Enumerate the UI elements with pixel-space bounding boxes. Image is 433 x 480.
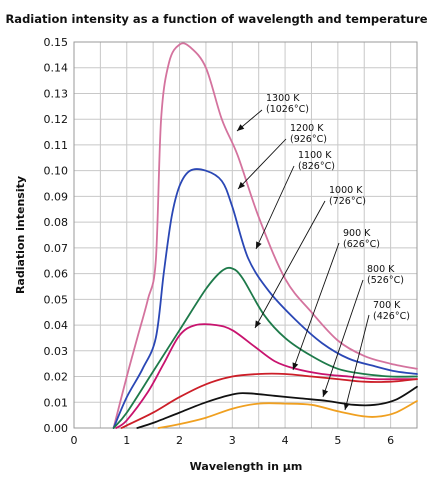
arrowhead-icon: [343, 402, 350, 410]
y-tick-label: 0.04: [44, 319, 69, 332]
y-tick-label: 0.13: [44, 87, 69, 100]
annotation-arrow: [237, 138, 287, 190]
annotation-celsius: (726°C): [329, 196, 366, 207]
annotation-celsius: (826°C): [298, 161, 335, 172]
y-tick-label: 0.08: [44, 216, 69, 229]
y-tick-label: 0.03: [44, 345, 69, 358]
annotation-celsius: (526°C): [367, 275, 404, 286]
annotation-celsius: (626°C): [343, 239, 380, 250]
annotation-temperature: 1200 K: [290, 123, 324, 134]
y-tick-label: 0.10: [44, 165, 69, 178]
y-axis-label: Radiation intensity: [14, 176, 27, 294]
series-line-5: [136, 385, 418, 429]
x-tick-label: 4: [282, 434, 289, 447]
annotation-temperature: 1300 K: [266, 93, 300, 104]
y-tick-label: 0.09: [44, 190, 69, 203]
arrowhead-icon: [238, 181, 246, 189]
annotation-temperature: 1100 K: [298, 150, 332, 161]
arrowhead-icon: [292, 362, 299, 370]
series-line-3: [115, 323, 418, 429]
y-tick-label: 0.14: [44, 62, 69, 75]
series-layer: [112, 42, 418, 429]
x-tick-label: 6: [387, 434, 394, 447]
y-tick-label: 0.01: [44, 396, 69, 409]
y-tick-label: 0.06: [44, 268, 69, 281]
chart-title: Radiation intensity as a function of wav…: [5, 12, 427, 26]
annotation-arrow: [255, 165, 295, 250]
y-tick-label: 0.15: [44, 36, 69, 49]
annotation-temperature: 1000 K: [329, 185, 363, 196]
y-tick-label: 0.00: [44, 422, 69, 435]
annotation-celsius: (926°C): [290, 134, 327, 145]
annotations: 1300 K(1026°C) 1200 K(926°C) 1100 K(826°C)…: [236, 93, 410, 411]
x-axis-label: Wavelength in µm: [190, 460, 303, 473]
annotation-arrow: [292, 242, 340, 371]
plot-frame: [73, 41, 418, 429]
x-tick-label: 1: [123, 434, 130, 447]
series-line-2: [112, 266, 418, 429]
series-line-4: [120, 372, 418, 429]
annotation-temperature: 700 K: [373, 300, 401, 311]
x-tick-label: 2: [176, 434, 183, 447]
y-tick-label: 0.02: [44, 371, 69, 384]
annotation-celsius: (426°C): [373, 311, 410, 322]
annotation-celsius: (1026°C): [266, 104, 309, 115]
annotation-temperature: 900 K: [343, 228, 371, 239]
annotation-arrow: [344, 314, 370, 411]
x-tick-label: 3: [229, 434, 236, 447]
y-tick-label: 0.11: [44, 139, 69, 152]
arrowhead-icon: [256, 241, 262, 249]
arrowhead-icon: [255, 320, 262, 328]
tick-labels: 0.00 0.01 0.02 0.03 0.04 0.05 0.06 0.07 0.08 0.09…: [44, 36, 395, 447]
series-line-1: [112, 168, 418, 429]
y-tick-label: 0.05: [44, 293, 69, 306]
series-line-0: [112, 42, 418, 429]
y-tick-label: 0.12: [44, 113, 69, 126]
series-line-6: [157, 400, 418, 429]
y-tick-label: 0.07: [44, 242, 69, 255]
annotation-arrow: [254, 200, 326, 329]
annotation-temperature: 800 K: [367, 264, 395, 275]
arrowhead-icon: [322, 389, 329, 397]
arrowhead-icon: [237, 124, 245, 131]
x-tick-label: 5: [334, 434, 341, 447]
x-tick-label: 0: [71, 434, 78, 447]
annotation-arrow: [322, 279, 364, 398]
